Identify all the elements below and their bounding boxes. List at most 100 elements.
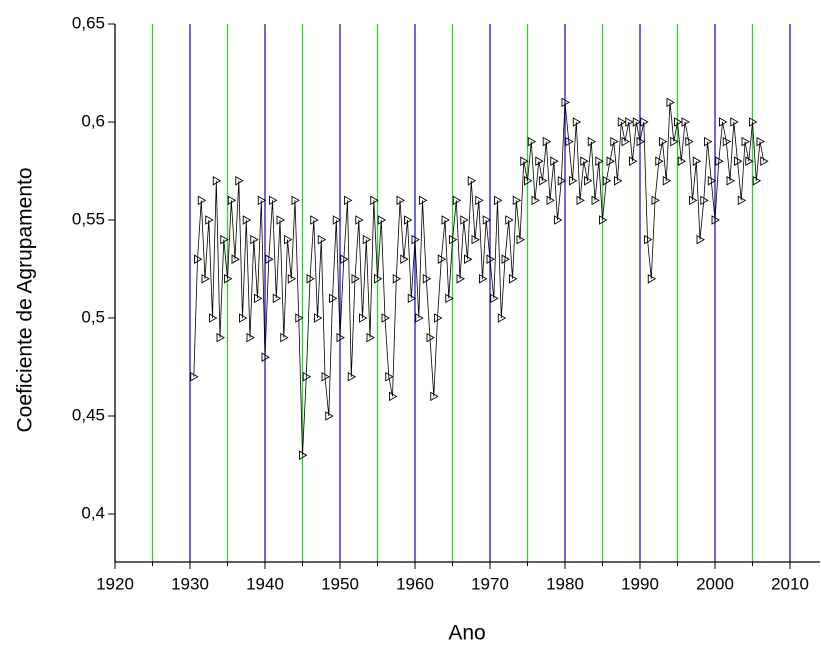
marker xyxy=(561,97,570,108)
marker xyxy=(419,195,428,206)
marker xyxy=(516,234,525,245)
marker xyxy=(227,195,237,206)
marker xyxy=(370,195,379,206)
marker xyxy=(569,176,578,186)
marker xyxy=(546,195,555,206)
marker xyxy=(557,176,567,186)
marker xyxy=(595,156,604,166)
marker xyxy=(220,234,229,245)
marker xyxy=(242,215,252,225)
marker xyxy=(340,254,349,264)
x-tick-label: 1980 xyxy=(546,574,584,593)
marker xyxy=(707,176,717,186)
marker xyxy=(246,332,255,343)
marker xyxy=(674,117,683,127)
marker xyxy=(351,274,360,284)
marker xyxy=(411,234,420,245)
marker xyxy=(366,332,375,343)
marker xyxy=(752,176,762,186)
x-axis-label: Ano xyxy=(448,622,485,645)
marker xyxy=(689,195,698,206)
marker xyxy=(527,136,537,147)
marker xyxy=(606,156,615,166)
marker xyxy=(374,274,383,284)
marker xyxy=(362,234,372,245)
marker xyxy=(347,372,357,382)
x-tick-label: 1930 xyxy=(171,574,209,593)
marker xyxy=(700,195,709,206)
marker xyxy=(212,176,222,186)
marker xyxy=(505,215,514,225)
marker xyxy=(205,215,214,225)
marker xyxy=(722,136,732,147)
marker xyxy=(580,156,589,166)
marker xyxy=(681,117,690,127)
marker xyxy=(659,136,668,147)
marker xyxy=(621,136,630,147)
marker xyxy=(482,215,492,225)
marker xyxy=(636,136,645,147)
marker xyxy=(291,195,300,206)
marker xyxy=(287,274,297,284)
marker xyxy=(445,293,454,304)
y-axis-label: Coeficiente de Agrupamento xyxy=(14,167,37,432)
marker xyxy=(381,313,390,323)
marker xyxy=(284,234,293,245)
marker xyxy=(756,136,765,147)
marker xyxy=(269,195,278,206)
marker xyxy=(542,136,552,147)
marker xyxy=(520,156,529,166)
marker xyxy=(704,136,713,147)
marker xyxy=(389,391,398,402)
marker xyxy=(441,215,450,225)
marker xyxy=(602,176,612,186)
marker xyxy=(449,234,458,245)
marker xyxy=(235,176,244,186)
x-tick-label: 1920 xyxy=(96,574,134,593)
marker xyxy=(190,372,199,382)
marker xyxy=(497,313,507,323)
marker xyxy=(730,117,739,127)
marker xyxy=(734,156,743,166)
marker xyxy=(610,136,619,147)
marker xyxy=(685,136,694,147)
y-tick-label: 0,45 xyxy=(72,405,105,424)
marker xyxy=(456,274,465,284)
x-tick-label: 1970 xyxy=(471,574,509,593)
marker xyxy=(494,195,503,206)
marker xyxy=(302,372,312,382)
marker xyxy=(415,313,424,323)
marker xyxy=(584,176,593,186)
marker xyxy=(599,215,608,225)
marker xyxy=(272,293,282,304)
marker xyxy=(280,332,289,343)
marker xyxy=(310,215,319,225)
marker xyxy=(250,234,259,245)
marker xyxy=(550,156,559,166)
marker xyxy=(509,274,518,284)
marker xyxy=(749,117,758,127)
marker xyxy=(314,313,323,323)
marker xyxy=(265,254,274,264)
marker xyxy=(385,372,394,382)
marker xyxy=(426,332,435,343)
marker xyxy=(239,313,248,323)
marker xyxy=(276,215,285,225)
x-tick-label: 2010 xyxy=(771,574,809,593)
marker xyxy=(392,274,402,284)
y-tick-label: 0,4 xyxy=(81,503,105,522)
marker xyxy=(464,254,473,264)
marker xyxy=(696,234,705,245)
marker xyxy=(651,195,660,206)
marker xyxy=(726,176,735,186)
marker xyxy=(295,313,304,323)
marker xyxy=(332,215,342,225)
marker xyxy=(670,136,679,147)
marker xyxy=(355,215,364,225)
marker xyxy=(194,254,203,264)
marker xyxy=(377,215,387,225)
marker xyxy=(644,234,653,245)
marker xyxy=(422,274,432,284)
marker xyxy=(231,254,240,264)
y-tick-label: 0,5 xyxy=(81,307,105,326)
